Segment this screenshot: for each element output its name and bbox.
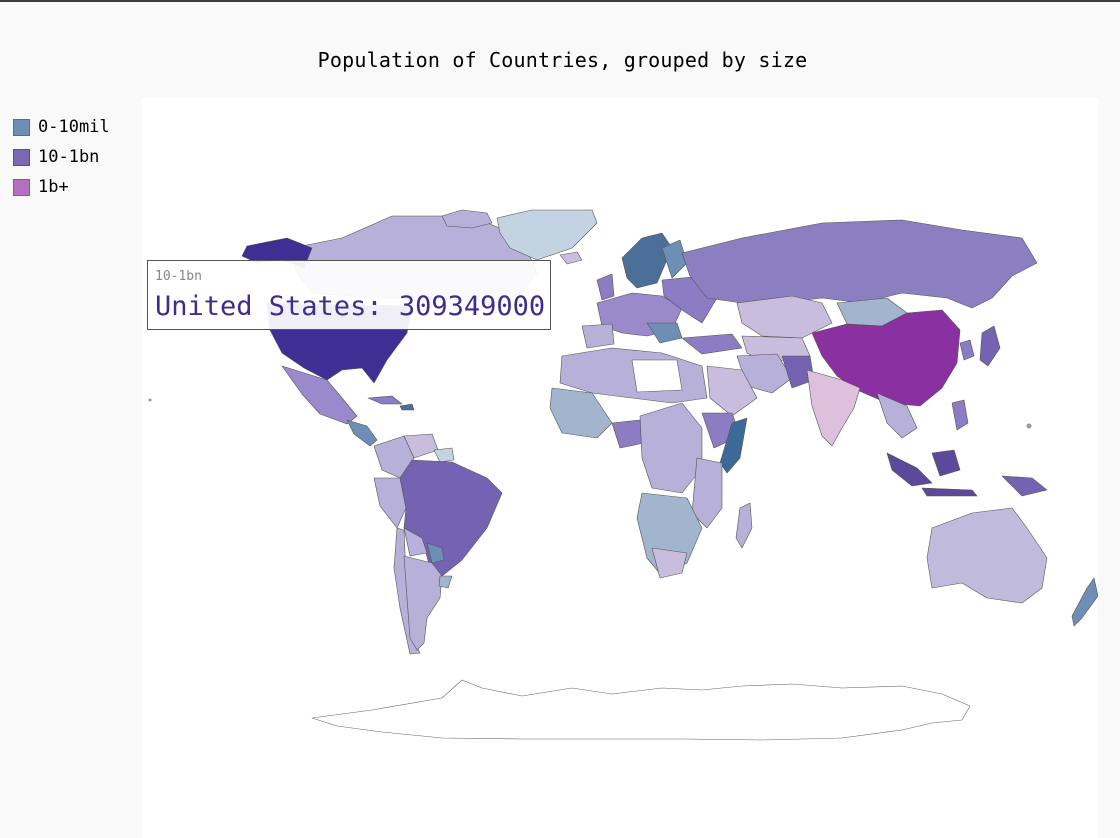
country-turkey[interactable] [681, 333, 743, 355]
country-peru[interactable] [373, 477, 407, 529]
tooltip-series-label: 10-1bn [155, 269, 202, 284]
country-iceland[interactable] [559, 251, 583, 265]
country-guyanas[interactable] [433, 447, 455, 463]
country-cuba[interactable] [367, 395, 403, 405]
window-top-border [0, 0, 1120, 2]
legend: 0-10mil 10-1bn 1b+ [13, 112, 110, 202]
legend-swatch-10-1bn [13, 148, 30, 166]
legend-label: 10-1bn [38, 147, 100, 167]
antarctica[interactable] [311, 679, 971, 741]
country-papua[interactable] [1001, 475, 1048, 497]
country-argentina[interactable] [403, 555, 443, 651]
legend-label: 1b+ [38, 177, 69, 197]
country-somalia[interactable] [719, 417, 748, 474]
country-madagascar[interactable] [735, 502, 753, 549]
country-south-africa[interactable] [651, 547, 688, 579]
country-hispaniola[interactable] [399, 403, 415, 411]
country-chile[interactable] [393, 527, 421, 655]
country-saudi-arabia[interactable] [706, 365, 758, 417]
country-india[interactable] [806, 369, 861, 447]
country-china[interactable] [811, 309, 961, 407]
country-paraguay[interactable] [426, 542, 445, 564]
country-russia[interactable] [681, 219, 1038, 309]
country-philippines[interactable] [951, 399, 969, 431]
country-canada-arctic[interactable] [441, 209, 493, 229]
legend-item-10-1bn[interactable]: 10-1bn [13, 142, 110, 172]
country-uk[interactable] [596, 273, 615, 301]
country-new-zealand[interactable] [1071, 577, 1098, 627]
legend-label: 0-10mil [38, 117, 110, 137]
country-southeast-asia[interactable] [876, 392, 918, 439]
small-islands [148, 398, 1032, 429]
legend-item-1b-plus[interactable]: 1b+ [13, 172, 110, 202]
country-west-africa[interactable] [549, 387, 613, 439]
country-uruguay[interactable] [438, 575, 453, 589]
country-greenland[interactable] [496, 209, 598, 261]
legend-item-0-10mil[interactable]: 0-10mil [13, 112, 110, 142]
country-central-africa[interactable] [639, 402, 703, 494]
country-bolivia[interactable] [403, 527, 428, 557]
chart-title: Population of Countries, grouped by size [317, 48, 808, 72]
country-scandinavia[interactable] [621, 232, 673, 289]
country-east-africa[interactable] [691, 457, 723, 529]
tooltip-value: United States: 309349000 [155, 291, 546, 322]
legend-swatch-0-10mil [13, 118, 30, 136]
hover-tooltip: 10-1bn United States: 309349000 [147, 260, 551, 330]
legend-swatch-1b-plus [13, 178, 30, 196]
country-nigeria[interactable] [611, 419, 645, 449]
country-korea[interactable] [959, 339, 975, 361]
country-java[interactable] [921, 487, 978, 497]
country-mexico[interactable] [281, 365, 358, 425]
country-borneo[interactable] [931, 449, 961, 477]
world-map [148, 209, 1098, 741]
country-australia[interactable] [926, 507, 1048, 604]
country-indonesia[interactable] [886, 452, 933, 487]
country-sahara[interactable] [631, 359, 683, 393]
country-iberia[interactable] [581, 323, 615, 349]
country-kazakhstan[interactable] [736, 295, 833, 339]
country-central-america[interactable] [346, 419, 378, 447]
country-japan[interactable] [979, 325, 1001, 367]
